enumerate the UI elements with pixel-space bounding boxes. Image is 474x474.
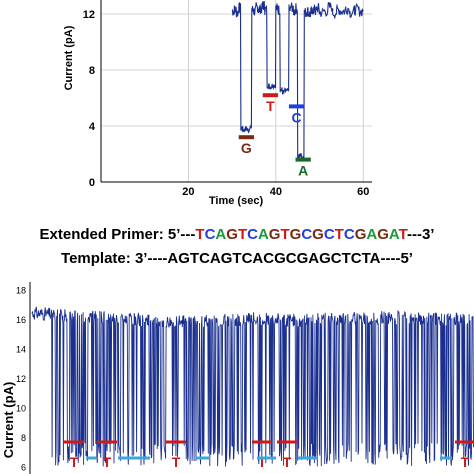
extended-primer-suffix: ---3’ xyxy=(406,226,435,243)
top-y-axis-label: Current (pA) xyxy=(63,25,75,90)
y-tick-label: 8 xyxy=(89,65,95,77)
primer-base: A xyxy=(366,226,378,243)
primer-base: G xyxy=(354,226,367,243)
primer-base: C xyxy=(343,226,355,243)
primer-base: T xyxy=(237,226,248,243)
primer-base: G xyxy=(289,226,302,243)
y-tick-label: 12 xyxy=(83,9,95,21)
top-chart: G T C A 0 4 8 12 20 40 60 Time (sec) Current (pA… xyxy=(63,0,372,207)
top-x-axis-label: Time (sec) xyxy=(209,195,264,207)
primer-base: G xyxy=(268,226,281,243)
x-tick-label: 20 xyxy=(182,186,194,198)
top-x-tick-labels: 20 40 60 xyxy=(182,186,369,198)
current-trace xyxy=(31,306,474,467)
bottom-trace xyxy=(31,306,474,467)
nucleotide-label: A xyxy=(298,163,308,179)
top-grid xyxy=(101,0,372,183)
template-sequence: 3’----AGTCAGTCACGCGAGCTCTA----5’ xyxy=(134,250,413,267)
nucleotide-label: T xyxy=(258,454,267,470)
extended-primer-bases: TCAGTCAGTGCGCTCGAGAT xyxy=(195,226,407,243)
nucleotide-label: T xyxy=(70,454,79,470)
nucleotide-label: T xyxy=(172,454,181,470)
primer-base: A xyxy=(215,226,227,243)
primer-base: G xyxy=(226,226,238,243)
x-tick-label: 60 xyxy=(357,186,369,198)
top-annotations: G T C A xyxy=(238,93,311,179)
nucleotide-label: T xyxy=(266,98,275,114)
extended-primer-label: Extended Primer: xyxy=(39,226,168,243)
y-tick-label: 18 xyxy=(16,285,26,295)
extended-primer-line: Extended Primer: 5’---TCAGTCAGTGCGCTCGAG… xyxy=(0,226,474,243)
primer-base: G xyxy=(312,226,324,243)
primer-base: C xyxy=(301,226,313,243)
primer-base: A xyxy=(388,226,399,243)
y-tick-label: 12 xyxy=(16,374,26,384)
nucleotide-label: T xyxy=(461,454,470,470)
primer-base: C xyxy=(204,226,216,243)
y-tick-label: 0 xyxy=(89,177,95,189)
primer-base: T xyxy=(334,226,344,243)
top-y-tick-labels: 0 4 8 12 xyxy=(83,9,96,189)
template-label: Template: xyxy=(61,250,135,267)
y-tick-label: 6 xyxy=(21,463,26,473)
primer-base: A xyxy=(257,226,269,243)
primer-base: T xyxy=(398,226,407,243)
x-tick-label: 40 xyxy=(270,186,282,198)
nucleotide-label: C xyxy=(292,109,302,125)
y-tick-label: 8 xyxy=(21,433,26,443)
top-trace xyxy=(231,1,364,160)
nucleotide-label: T xyxy=(283,454,292,470)
y-tick-label: 4 xyxy=(89,121,96,133)
template-line: Template: 3’----AGTCAGTCACGCGAGCTCTA----… xyxy=(0,250,474,267)
extended-primer-prefix: 5’--- xyxy=(167,226,196,243)
y-tick-label: 16 xyxy=(16,315,26,325)
nucleotide-label: G xyxy=(241,140,252,156)
y-tick-label: 14 xyxy=(16,344,26,354)
primer-base: C xyxy=(247,226,258,243)
primer-base: C xyxy=(323,226,335,243)
primer-base: G xyxy=(377,226,389,243)
y-tick-label: 10 xyxy=(16,404,26,414)
bottom-y-axis-label: Current (pA) xyxy=(1,382,16,459)
current-trace xyxy=(231,1,364,160)
nucleotide-label: T xyxy=(103,454,112,470)
bottom-y-tick-labels: 6 8 10 12 14 16 18 xyxy=(16,285,26,472)
primer-base: T xyxy=(280,226,290,243)
primer-base: T xyxy=(195,226,205,243)
